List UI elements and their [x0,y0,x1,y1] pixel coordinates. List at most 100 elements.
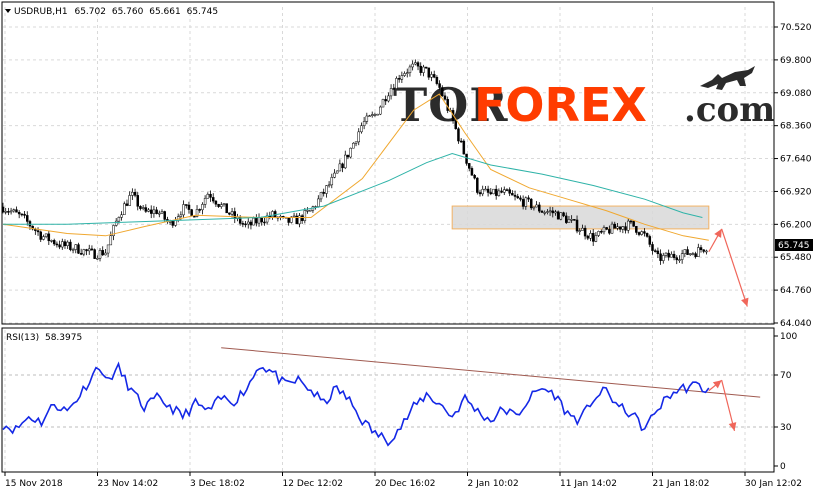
candle-body [290,216,293,223]
price-tick-label: 67.640 [780,155,812,165]
candle-body [317,198,320,207]
candle-body [511,193,514,196]
candle-body [228,212,231,215]
candle-body [319,192,323,200]
candle-body [163,211,166,220]
price-forecast-arrow-segment [721,228,748,307]
candle-body [365,115,369,122]
candle-body [497,190,501,196]
candle-body [9,210,13,213]
candle-body [670,253,673,258]
candle-body [71,249,75,251]
candle-body [233,211,237,219]
candle-body [570,219,573,221]
rsi-panel-frame [1,327,775,473]
candle-body [206,193,210,199]
rsi-tick-label: 100 [780,332,797,342]
current-price-label: 65.745 [778,241,810,251]
candle-body [441,87,444,97]
candle-body [438,83,441,88]
candle-body [12,209,16,212]
candle-body [578,230,581,232]
candle-body [589,233,592,239]
candle-body [190,209,193,217]
candle-body [325,185,328,194]
candle-body [149,209,153,214]
rsi-tick-label: 0 [780,462,786,472]
candle-body [87,248,91,252]
candle-body [667,252,670,258]
candle-body [392,88,396,90]
candle-body [195,209,199,217]
candle-body [1,206,5,213]
candle-body [513,194,517,197]
candle-body [586,235,590,239]
candle-body [112,225,115,236]
candle-body [209,193,212,198]
candle-body [201,204,204,211]
candle-body [621,226,625,230]
logo-text-com: .com [684,90,775,130]
rsi-line [2,361,710,447]
candle-body [260,217,263,223]
candle-body [462,140,466,155]
candle-body [28,221,32,227]
candle-body [241,223,245,225]
candle-body [370,114,374,116]
candle-body [17,211,21,215]
candle-body [144,207,148,212]
candle-body [527,197,530,200]
candle-body [252,217,255,226]
candle-body [357,131,360,143]
candle-body [217,203,220,207]
candle-body [333,172,336,178]
candle-body [430,74,433,78]
candle-body [271,211,274,217]
candle-body [408,66,412,73]
time-tick-label: 15 Nov 2018 [5,479,63,489]
candle-body [573,219,576,221]
candle-body [203,198,207,205]
price-tick-label: 64.760 [780,286,812,296]
symbol-dropdown-icon[interactable] [5,9,11,13]
candle-body [664,252,668,256]
candle-body [454,120,458,130]
candle-body [131,192,134,196]
price-layer [1,59,749,307]
candle-body [624,226,627,231]
candle-body [300,215,304,221]
price-tick-label: 68.360 [780,122,812,132]
resistance-zone [451,205,710,230]
candle-body [416,62,420,67]
candle-body [691,253,695,255]
candle-body [629,220,633,223]
candle-body [540,210,544,213]
candle-body [400,75,404,80]
candle-body [185,204,188,206]
time-tick-label: 23 Nov 14:02 [98,479,159,489]
candle-body [101,250,104,256]
candle-body [632,220,635,227]
rsi-tick-label: 30 [780,423,792,433]
candle-body [214,200,218,205]
candle-body [362,121,366,126]
candle-body [546,211,549,213]
candle-body [575,219,579,232]
candle-body [602,227,606,233]
price-tick-label: 66.920 [780,187,812,197]
candle-body [327,184,331,187]
candle-body [500,190,503,193]
candle-body [308,209,312,212]
price-forecast-arrow-head [714,228,722,238]
candle-body [155,209,158,214]
candle-body [74,244,78,250]
candle-body [562,212,565,217]
candle-body [90,248,94,251]
candle-body [198,209,201,211]
candle-body [36,230,40,233]
candle-body [559,212,563,220]
candle-body [52,240,56,245]
candle-body [82,249,86,255]
candle-body [349,147,352,158]
candle-body [427,67,431,78]
